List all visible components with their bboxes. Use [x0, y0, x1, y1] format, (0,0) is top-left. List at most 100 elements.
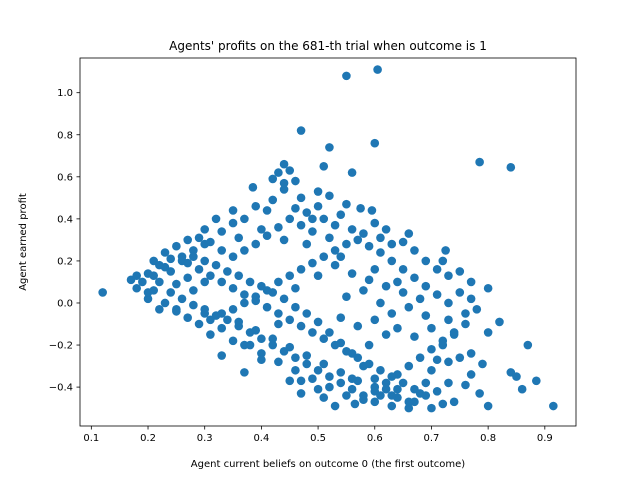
scatter-point: [330, 340, 340, 350]
scatter-point: [240, 290, 249, 299]
scatter-point: [262, 231, 272, 240]
scatter-point: [251, 201, 261, 211]
scatter-point: [194, 265, 204, 274]
scatter-point: [223, 267, 232, 276]
scatter-point: [251, 296, 261, 306]
scatter-point: [432, 265, 442, 274]
scatter-point: [370, 374, 380, 383]
scatter-point: [206, 330, 215, 339]
scatter-point: [432, 355, 442, 365]
scatter-point: [381, 225, 391, 234]
x-tick-label: 0.9: [537, 433, 553, 444]
scatter-point: [461, 309, 470, 318]
scatter-point: [370, 397, 380, 407]
scatter-point: [223, 315, 232, 325]
scatter-point: [381, 281, 391, 291]
y-tick-label: 0.2: [57, 256, 73, 267]
scatter-point: [495, 317, 504, 327]
scatter-point: [370, 265, 380, 274]
scatter-point: [257, 225, 266, 234]
scatter-point: [449, 328, 459, 337]
scatter-point: [291, 283, 300, 293]
scatter-point: [466, 349, 476, 358]
scatter-point: [194, 233, 204, 243]
scatter-point: [404, 361, 414, 371]
scatter-point: [376, 391, 385, 400]
scatter-point: [189, 300, 198, 310]
scatter-point: [217, 323, 227, 333]
plot-frame: [79, 57, 577, 427]
scatter-point: [319, 334, 329, 344]
scatter-point: [444, 378, 453, 388]
scatter-point: [364, 275, 374, 285]
scatter-point: [206, 315, 215, 325]
x-tick-label: 0.7: [423, 433, 439, 444]
scatter-point: [228, 283, 238, 293]
scatter-point: [432, 387, 442, 396]
scatter-point: [313, 317, 323, 327]
scatter-point: [393, 277, 402, 287]
scatter-point: [143, 288, 153, 297]
scatter-point: [373, 65, 382, 74]
scatter-point: [336, 378, 346, 388]
x-tick-label: 0.4: [253, 433, 269, 444]
scatter-point: [483, 328, 493, 337]
scatter-point: [172, 241, 181, 251]
scatter-point: [475, 157, 484, 167]
ticks-layer: 0.1 0.2 0.3 0.4 0.5 0.6 0.7 0.8 0.9 −0.4 −0.2 0.0 0.…: [49, 88, 553, 444]
scatter-point: [478, 359, 487, 369]
scatter-point: [166, 267, 175, 276]
scatter-point: [364, 359, 374, 369]
scatter-point: [336, 368, 346, 377]
scatter-point: [285, 376, 295, 386]
scatter-point: [398, 237, 408, 247]
scatter-point: [444, 271, 453, 280]
scatter-point: [257, 334, 266, 344]
scatter-point: [302, 359, 312, 369]
scatter-point: [461, 319, 470, 329]
scatter-point: [262, 302, 272, 312]
scatter-point: [274, 168, 283, 177]
scatter-point: [353, 235, 363, 245]
scatter-point: [325, 382, 334, 392]
scatter-point: [285, 315, 295, 325]
scatter-point: [376, 298, 385, 308]
y-tick-label: 1.0: [57, 88, 73, 99]
scatter-point: [466, 370, 476, 379]
scatter-point: [336, 210, 346, 219]
scatter-point: [268, 174, 278, 184]
scatter-point: [189, 246, 198, 255]
scatter-point: [347, 225, 357, 234]
scatter-point: [313, 187, 323, 196]
scatter-point: [381, 330, 391, 339]
scatter-point: [245, 277, 255, 287]
scatter-point: [387, 309, 397, 318]
scatter-point: [291, 302, 300, 312]
scatter-point: [472, 304, 482, 314]
scatter-point: [421, 311, 431, 320]
scatter-point: [415, 353, 425, 362]
scatter-point: [427, 365, 436, 375]
scatter-point: [387, 401, 397, 411]
scatter-point: [160, 248, 170, 257]
scatter-point: [376, 233, 385, 243]
scatter-point: [308, 214, 317, 224]
scatter-point: [308, 227, 317, 236]
scatter-point: [325, 372, 334, 381]
scatter-point: [274, 277, 283, 287]
scatter-point: [342, 199, 351, 209]
scatter-point: [506, 163, 516, 172]
scatter-point: [313, 384, 323, 394]
scatter-point: [257, 355, 266, 365]
scatter-point: [410, 332, 419, 341]
scatter-point: [296, 389, 306, 398]
scatter-point: [376, 365, 385, 375]
scatter-point: [393, 384, 402, 394]
scatter-point: [251, 239, 261, 249]
scatter-point: [415, 294, 425, 304]
scatter-point: [410, 246, 419, 255]
scatter-point: [262, 206, 272, 215]
y-tick-label: 0.8: [57, 130, 73, 141]
scatter-point: [387, 391, 397, 400]
